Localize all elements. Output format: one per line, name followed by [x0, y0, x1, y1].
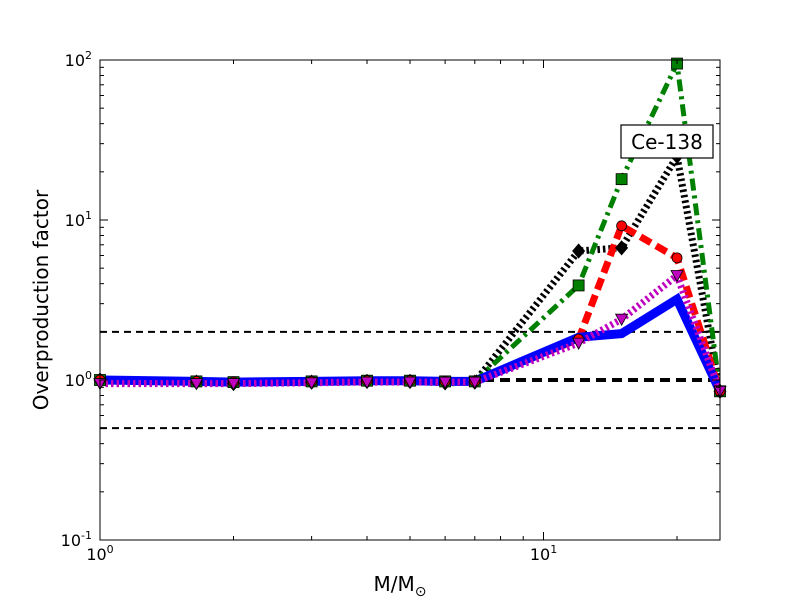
data-point [670, 270, 684, 283]
data-point [403, 376, 417, 389]
x-tick-exponent: 1 [550, 543, 557, 556]
data-point [304, 377, 319, 390]
data-point [572, 243, 586, 259]
data-point [571, 337, 586, 350]
y-tick-label: 100 [65, 369, 92, 390]
x-tick-base: 10 [86, 545, 106, 564]
x-tick-label: 100 [86, 543, 113, 564]
x-tick-base: 10 [530, 545, 550, 564]
y-tick-label: 10-1 [61, 529, 92, 550]
x-axis-title-main: M/M [374, 572, 415, 596]
data-point [468, 376, 482, 389]
data-point [226, 378, 241, 391]
y-tick-exponent: 2 [85, 49, 92, 62]
x-tick-exponent: 0 [107, 543, 114, 556]
data-point [189, 378, 204, 391]
annotation-box [620, 124, 714, 159]
y-axis-title: Overproduction factor [29, 189, 53, 410]
data-point [438, 376, 452, 389]
annotation-label: Ce-138 [631, 130, 703, 154]
data-point [615, 173, 628, 186]
data-point [572, 279, 585, 292]
x-axis-title-subscript: ⊙ [415, 584, 427, 600]
y-tick-base: 10 [61, 531, 81, 550]
x-axis-title: M/M⊙ [374, 572, 427, 600]
data-point [671, 252, 683, 264]
y-tick-base: 10 [65, 51, 85, 70]
y-tick-label: 102 [65, 49, 92, 70]
y-tick-exponent: 0 [85, 369, 92, 382]
annotation: Ce-138 [620, 124, 714, 159]
y-tick-exponent: 1 [85, 209, 92, 222]
data-point [360, 376, 374, 389]
y-tick-base: 10 [65, 371, 85, 390]
data-point [615, 240, 629, 256]
data-point [616, 220, 628, 232]
y-tick-base: 10 [65, 211, 85, 230]
plot-background [100, 60, 720, 540]
data-point [614, 313, 629, 327]
y-tick-label: 101 [65, 209, 92, 230]
y-tick-exponent: -1 [81, 529, 92, 542]
x-tick-label: 101 [530, 543, 557, 564]
